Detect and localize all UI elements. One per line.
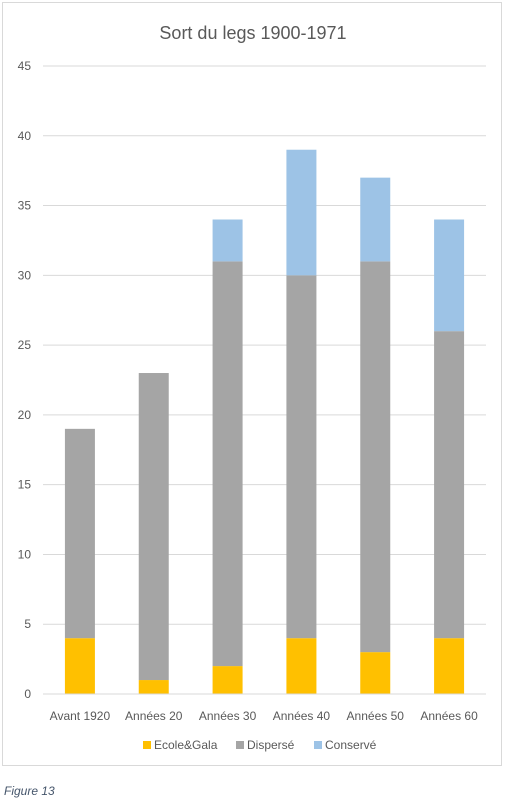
y-tick-label-45: 45 <box>18 59 32 73</box>
chart-frame: Sort du legs 1900-1971 0 5 10 15 20 25 30 35 40 45… <box>2 2 502 766</box>
y-tick-label-0: 0 <box>24 687 31 701</box>
bar-ecole-gala-1 <box>138 680 169 694</box>
bar-ecole-gala-2 <box>212 666 243 694</box>
y-tick-label-25: 25 <box>18 338 32 352</box>
chart-title: Sort du legs 1900-1971 <box>159 23 346 43</box>
bar-ecole-gala-3 <box>286 638 317 694</box>
figure-caption: Figure 13 <box>4 784 55 798</box>
x-tick-label-4: Années 50 <box>347 709 405 723</box>
x-tick-label-1: Années 20 <box>125 709 183 723</box>
bar-ecole-gala-5 <box>434 638 465 694</box>
y-tick-label-35: 35 <box>18 199 32 213</box>
legend-swatch-0 <box>143 741 151 749</box>
y-tick-label-20: 20 <box>18 408 32 422</box>
bar-conserv--4 <box>360 177 391 262</box>
legend-swatch-2 <box>314 741 322 749</box>
legend-label-1: Dispersé <box>247 738 295 752</box>
y-tick-label-5: 5 <box>24 617 31 631</box>
legend-label-2: Conservé <box>325 738 377 752</box>
bar-dispers--1 <box>138 373 169 681</box>
y-tick-label-30: 30 <box>18 268 32 282</box>
x-tick-label-2: Années 30 <box>199 709 257 723</box>
bar-dispers--3 <box>286 275 317 639</box>
bar-dispers--4 <box>360 261 391 653</box>
bar-conserv--3 <box>286 149 317 276</box>
x-tick-label-0: Avant 1920 <box>50 709 111 723</box>
bar-conserv--5 <box>434 219 465 332</box>
bar-conserv--2 <box>212 219 243 262</box>
legend-label-0: Ecole&Gala <box>154 738 218 752</box>
x-tick-label-5: Années 60 <box>420 709 478 723</box>
y-tick-label-40: 40 <box>18 129 32 143</box>
legend-swatch-1 <box>236 741 244 749</box>
stacked-bar-chart: Sort du legs 1900-1971 0 5 10 15 20 25 30 35 40 45… <box>18 23 486 752</box>
bar-ecole-gala-0 <box>64 638 95 694</box>
bar-dispers--0 <box>64 428 95 639</box>
y-tick-label-10: 10 <box>18 547 32 561</box>
bar-ecole-gala-4 <box>360 652 391 694</box>
x-tick-label-3: Années 40 <box>273 709 331 723</box>
bar-dispers--5 <box>434 331 465 639</box>
y-tick-label-15: 15 <box>18 478 32 492</box>
bar-dispers--2 <box>212 261 243 667</box>
